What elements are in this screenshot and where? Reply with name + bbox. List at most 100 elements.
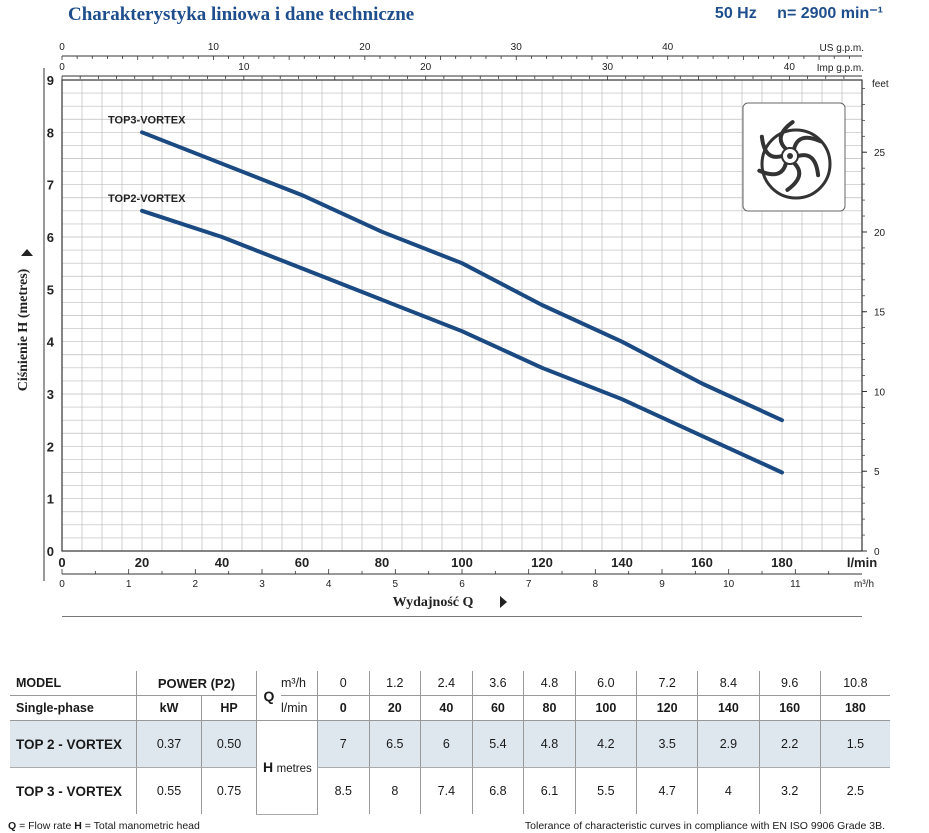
footnote-h: H <box>74 820 82 832</box>
footnote-legend: Q = Flow rate H = Total manometric head <box>8 820 200 832</box>
head-value: 4.2 <box>574 720 637 768</box>
impeller-vane <box>796 153 821 178</box>
h-unit: metres <box>276 763 312 776</box>
chart-separator <box>62 616 862 617</box>
footnote-h-text: = Total manometric head <box>81 820 200 832</box>
m3h-tick-label: 0 <box>59 579 65 590</box>
m3h-tick-label: 5 <box>393 579 399 590</box>
us-gpm-tick-label: 0 <box>59 42 65 53</box>
m3h-val: 8.4 <box>697 671 760 696</box>
hp-header: HP <box>201 695 257 721</box>
impeller-vane <box>757 160 788 177</box>
frequency-info: 50 Hz n= 2900 min⁻¹ <box>699 3 883 23</box>
lmin-val: 160 <box>758 695 821 721</box>
x-tick-label-lmin: 140 <box>611 555 633 570</box>
lmin-val: 100 <box>574 695 637 721</box>
m3h-tick-label: 10 <box>723 579 735 590</box>
x-tick-label-lmin: 180 <box>771 555 793 570</box>
table-row: TOP 2 - VORTEX 0.37 0.50 H metres 7 6.5 … <box>10 720 890 815</box>
h-label: H <box>263 759 274 776</box>
series-label: TOP3-VORTEX <box>108 114 186 126</box>
m3h-unit: m³/h <box>854 579 874 590</box>
m3h-tick-label: 11 <box>790 579 801 590</box>
y-tick-label: 8 <box>47 125 54 140</box>
series-label: TOP2-VORTEX <box>108 193 186 205</box>
impeller-vane <box>759 134 784 159</box>
imp-gpm-tick-label: 0 <box>59 62 65 73</box>
hp-value: 0.75 <box>201 767 257 814</box>
imp-gpm-tick-label: 40 <box>784 62 796 73</box>
head-value: 2.2 <box>758 720 821 768</box>
lmin-unit: l/min <box>281 695 318 721</box>
lmin-val: 80 <box>523 695 576 721</box>
m3h-val: 10.8 <box>819 671 890 696</box>
m3h-val: 9.6 <box>758 671 821 696</box>
lmin-val: 20 <box>368 695 421 721</box>
y-tick-label: 0 <box>47 544 54 559</box>
head-value: 4 <box>697 767 760 814</box>
spec-table: MODEL POWER (P2) Q m³/h 0 1.2 2.4 3.6 4.… <box>10 671 890 815</box>
lmin-val: 60 <box>471 695 524 721</box>
m3h-val: 7.2 <box>635 671 698 696</box>
kw-value: 0.55 <box>136 767 202 814</box>
phase-header: Single-phase <box>10 695 137 721</box>
m3h-tick-label: 6 <box>459 579 465 590</box>
head-value: 8 <box>368 767 421 814</box>
feet-tick-label: 10 <box>874 387 886 398</box>
impeller-vane <box>792 135 823 152</box>
x-tick-label-lmin: 20 <box>135 555 149 570</box>
impeller-icon <box>760 128 832 200</box>
lmin-val: 0 <box>317 695 370 721</box>
table-header-row-1: MODEL POWER (P2) Q m³/h 0 1.2 2.4 3.6 4.… <box>10 671 890 721</box>
us-gpm-tick-label: 30 <box>511 42 523 53</box>
x-arrow-icon <box>500 596 507 608</box>
footnote-q: Q <box>8 820 17 832</box>
y-tick-label: 6 <box>47 230 54 245</box>
head-value: 8.5 <box>317 767 370 814</box>
y-tick-label: 7 <box>47 178 54 193</box>
frequency-label: 50 Hz <box>714 5 757 22</box>
x-unit-lmin: l/min <box>847 555 877 570</box>
y-tick-label: 2 <box>47 439 54 454</box>
imp-gpm-tick-label: 20 <box>420 62 432 73</box>
lmin-val: 180 <box>819 695 890 721</box>
table-row: TOP 3 - VORTEX 0.55 0.75 8.5 8 7.4 6.8 6… <box>10 767 890 814</box>
m3h-tick-label: 1 <box>126 579 132 590</box>
kw-header: kW <box>136 695 202 721</box>
x-tick-label-lmin: 120 <box>531 555 553 570</box>
impeller-vane <box>785 160 802 192</box>
head-value: 5.4 <box>471 720 524 768</box>
feet-tick-label: 20 <box>874 228 886 239</box>
x-axis-label: Wydajność Q <box>393 595 474 610</box>
imp-gpm-unit: Imp g.p.m. <box>817 63 864 74</box>
y-tick-label: 1 <box>47 492 54 507</box>
y-tick-label: 4 <box>47 335 55 350</box>
series-line <box>140 130 784 423</box>
feet-unit-label: feet <box>872 79 889 90</box>
y-arrow-icon <box>21 249 33 256</box>
impeller-vane <box>778 120 795 152</box>
feet-tick-label: 25 <box>874 148 886 159</box>
m3h-val: 6.0 <box>574 671 637 696</box>
m3h-tick-label: 2 <box>193 579 199 590</box>
model-name: TOP 2 - VORTEX <box>10 720 137 768</box>
lmin-val: 120 <box>635 695 698 721</box>
y-axis-label: Ciśnienie H (metres) <box>16 268 31 391</box>
page-title: Charakterystyka liniowa i dane techniczn… <box>68 4 415 25</box>
head-value: 6 <box>420 720 473 768</box>
series-line <box>140 208 784 475</box>
m3h-unit: m³/h <box>281 671 318 696</box>
model-header: MODEL <box>10 671 137 696</box>
us-gpm-tick-label: 40 <box>662 42 674 53</box>
speed-label: n= 2900 min⁻¹ <box>777 5 883 22</box>
head-value: 7.4 <box>420 767 473 814</box>
power-header: POWER (P2) <box>136 671 257 696</box>
m3h-tick-label: 7 <box>526 579 532 590</box>
m3h-val: 0 <box>317 671 370 696</box>
impeller-shaft <box>787 153 793 159</box>
us-gpm-unit: US g.p.m. <box>820 43 864 54</box>
feet-tick-label: 5 <box>874 467 880 478</box>
head-value: 4.7 <box>635 767 698 814</box>
hp-value: 0.50 <box>201 720 257 768</box>
head-value: 1.5 <box>819 720 890 768</box>
